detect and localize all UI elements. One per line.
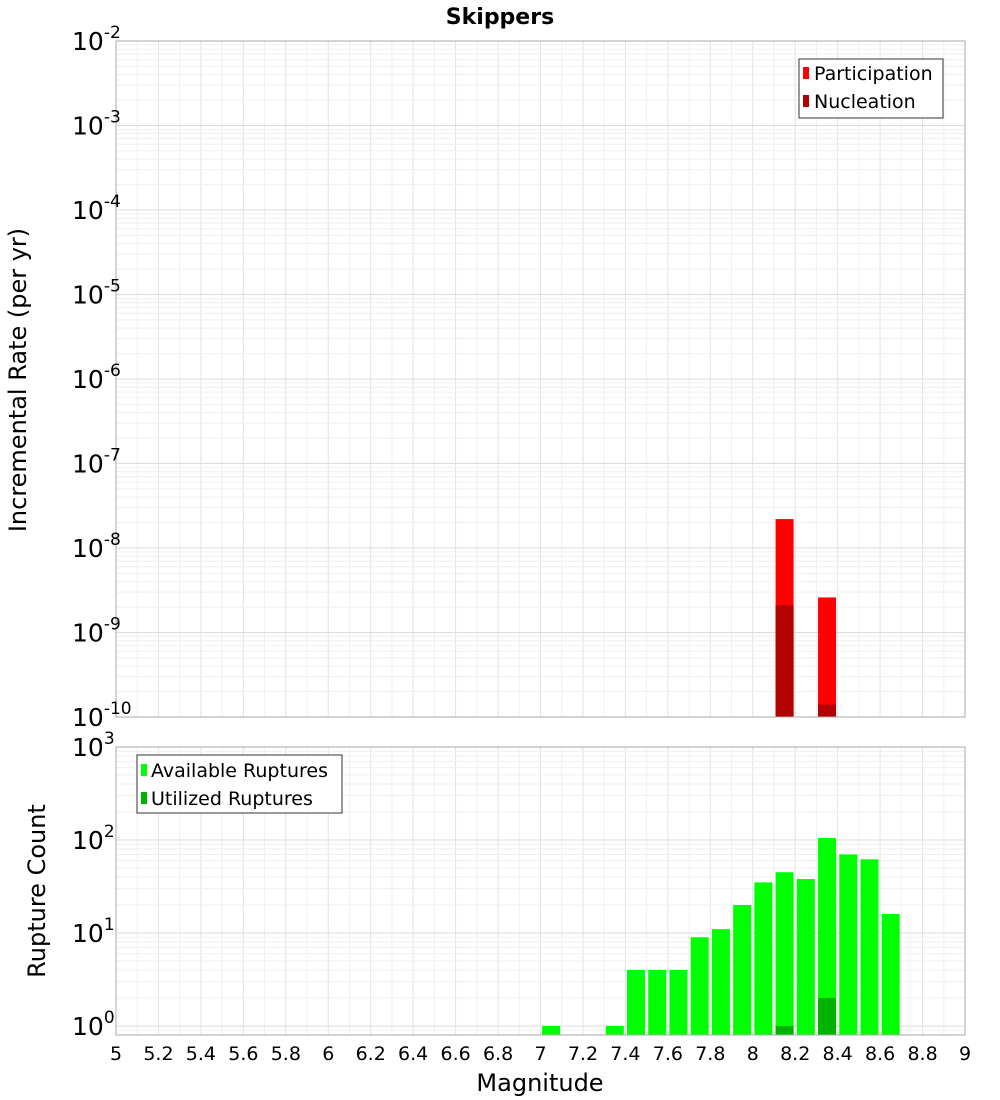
bottom-y-tick-label: 102 (72, 822, 115, 855)
x-tick-label: 7.6 (653, 1043, 683, 1065)
rupture-count-bar (754, 882, 773, 1035)
legend-label-nucleation: Nucleation (814, 91, 916, 113)
rupture-count-bar (818, 997, 837, 1035)
top-y-tick-label: 10-3 (72, 108, 121, 141)
top-y-tick-label: 10-4 (72, 192, 121, 225)
bottom-y-tick-label: 103 (72, 729, 115, 762)
rupture-count-bar (818, 838, 837, 1035)
x-tick-label: 5.4 (186, 1043, 216, 1065)
legend-label-participation: Participation (814, 63, 933, 85)
x-tick-labels: 5 5.2 5.4 5.6 5.8 6 6.2 6.4 6.6 6.8 7 7.2 7.4 7.6 7.8 8… (110, 1043, 971, 1065)
rupture-count-bar (775, 872, 794, 1035)
rupture-count-bar (775, 1025, 794, 1035)
top-panel-bars (775, 519, 837, 717)
x-tick-label: 7.8 (695, 1043, 725, 1065)
legend-swatch-available (141, 764, 147, 776)
top-legend: Participation Nucleation (798, 58, 944, 119)
top-legend-box (798, 58, 944, 119)
x-tick-label: 8.6 (865, 1043, 895, 1065)
rupture-count-bar (669, 969, 688, 1035)
chart-title: Skippers (446, 5, 554, 30)
top-plot-frame (115, 40, 966, 718)
top-y-tick-label: 10-10 (72, 699, 132, 732)
x-tick-label: 7 (534, 1043, 546, 1065)
rupture-count-bar (648, 969, 667, 1035)
bottom-plot-frame (115, 746, 966, 1036)
x-tick-label: 6 (322, 1043, 334, 1065)
x-tick-label: 5.2 (143, 1043, 173, 1065)
rate-bar (818, 597, 837, 717)
legend-label-available: Available Ruptures (151, 760, 328, 782)
bottom-panel-bars (542, 838, 900, 1035)
x-tick-label: 8.8 (907, 1043, 937, 1065)
x-tick-label: 6.2 (356, 1043, 386, 1065)
rupture-count-bar (860, 859, 879, 1035)
legend-swatch-utilized (141, 792, 147, 804)
x-tick-label: 6.4 (398, 1043, 428, 1065)
bottom-y-tick-label: 100 (72, 1008, 115, 1041)
x-tick-label: 7.4 (610, 1043, 640, 1065)
x-tick-label: 5.8 (271, 1043, 301, 1065)
x-tick-label: 8.4 (823, 1043, 853, 1065)
x-tick-label: 8 (747, 1043, 759, 1065)
rate-bar (818, 704, 837, 717)
rupture-count-bar (627, 969, 646, 1035)
top-y-tick-label: 10-7 (72, 446, 121, 479)
x-tick-label: 9 (959, 1043, 971, 1065)
rupture-count-bar (881, 914, 900, 1035)
x-tick-label: 7.2 (568, 1043, 598, 1065)
legend-swatch-participation (803, 67, 809, 79)
rupture-count-bar (711, 929, 730, 1035)
bottom-y-tick-labels: 103 102 101 100 (72, 729, 115, 1041)
x-tick-label: 6.6 (440, 1043, 470, 1065)
top-y-tick-label: 10-6 (72, 361, 121, 394)
top-y-tick-label: 10-9 (72, 615, 121, 648)
bottom-legend-box (136, 754, 343, 814)
rupture-count-bar (690, 937, 709, 1035)
rupture-count-bar (839, 854, 858, 1035)
x-tick-label: 6.8 (483, 1043, 513, 1065)
top-y-axis-label: Incremental Rate (per yr) (4, 228, 32, 532)
rupture-count-bar (796, 879, 815, 1035)
bottom-y-tick-label: 101 (72, 915, 115, 948)
top-y-tick-label: 10-8 (72, 530, 121, 563)
legend-swatch-nucleation (803, 95, 809, 107)
rupture-count-bar (605, 1025, 624, 1035)
rate-bar (775, 605, 794, 717)
x-tick-label: 5 (110, 1043, 122, 1065)
top-y-tick-labels: 10-2 10-3 10-4 10-5 10-6 10-7 10-8 10-9 10-10 (72, 23, 132, 732)
rupture-count-bar (733, 904, 752, 1035)
top-y-tick-label: 10-2 (72, 23, 121, 56)
x-tick-label: 8.2 (780, 1043, 810, 1065)
x-tick-label: 5.6 (228, 1043, 258, 1065)
top-y-tick-label: 10-5 (72, 277, 121, 310)
legend-label-utilized: Utilized Ruptures (151, 788, 313, 810)
bottom-y-axis-label: Rupture Count (23, 804, 51, 978)
rupture-count-bar (542, 1025, 561, 1035)
x-axis-label: Magnitude (476, 1069, 603, 1097)
bottom-legend: Available Ruptures Utilized Ruptures (136, 754, 343, 814)
top-panel-gridlines (115, 40, 966, 718)
